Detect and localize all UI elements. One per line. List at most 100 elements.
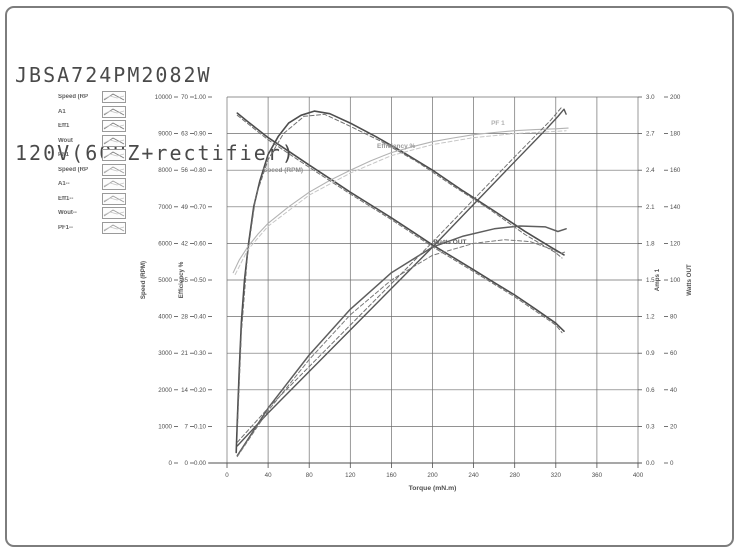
axis-title: Amps 1: [654, 268, 661, 291]
tick-label: 0.9: [646, 350, 655, 357]
tick-label: 6000: [158, 240, 172, 247]
tick-label: 0.90: [194, 131, 207, 138]
tick-label: 180: [670, 131, 681, 138]
chart-legend: Speed (RP A1 Eff1 Wout PF1 Speed (RP A1-- Eff1-…: [58, 90, 126, 235]
legend-item-label: Eff1: [58, 123, 70, 130]
tick-label: 1000: [158, 423, 172, 430]
axis-right-amps: 0.0 0.3 0.6 0.9 1.2 1.5 1.8 2.1 2.4 2.7 3.0 Amps 1: [638, 94, 661, 467]
legend-item: Wout: [58, 134, 126, 149]
legend-curve-preview-icon: [102, 105, 126, 118]
tick-label: 0.10: [194, 423, 207, 430]
legend-item-label: Wout: [58, 137, 73, 144]
series-speed-run1: [236, 112, 565, 333]
legend-curve-preview-icon: [102, 207, 126, 220]
tick-label: 21: [181, 350, 188, 357]
series-eff-run1: [235, 110, 565, 454]
tick-label: 2.1: [646, 204, 655, 211]
tick-label: 0.40: [194, 314, 207, 321]
tick-label: 200: [670, 94, 681, 101]
tick-label: 35: [181, 277, 188, 284]
tick-label: 3000: [158, 350, 172, 357]
curve-label: Watts OUT: [434, 239, 467, 246]
tick-label: 63: [181, 131, 188, 138]
legend-item: Speed (RP: [58, 90, 126, 105]
tick-label: 400: [633, 472, 644, 479]
curves: [232, 106, 569, 458]
legend-item-label: Speed (RP: [58, 166, 89, 173]
outer-frame: [5, 6, 734, 547]
page-title: JBSA724PM2082W: [15, 63, 212, 87]
tick-label: 1.8: [646, 240, 655, 247]
legend-item: Speed (RP: [58, 163, 126, 178]
tick-label: 20: [670, 423, 677, 430]
axis-title: Watts OUT: [686, 264, 693, 296]
series-eff-run2: [236, 113, 563, 433]
legend-item: A1: [58, 105, 126, 120]
legend-curve-preview-icon: [102, 163, 126, 176]
tick-label: 140: [670, 204, 681, 211]
tick-label: 9000: [158, 131, 172, 138]
tick-label: 0.60: [194, 240, 207, 247]
tick-label: 240: [468, 472, 479, 479]
tick-label: 40: [265, 472, 272, 479]
legend-item: PF1--: [58, 221, 126, 236]
tick-label: 200: [427, 472, 438, 479]
legend-item-label: Speed (RP: [58, 94, 89, 101]
tick-label: 7: [185, 423, 189, 430]
axis-left-speed: 0 1000 2000 3000 4000 5000 6000 7000 8000 9000 100…: [140, 94, 178, 467]
tick-label: 60: [670, 350, 677, 357]
tick-label: 2000: [158, 387, 172, 394]
legend-curve-preview-icon: [102, 120, 126, 133]
tick-label: 120: [670, 240, 681, 247]
series-watts-run1: [236, 225, 567, 457]
tick-label: 160: [386, 472, 397, 479]
series-amps-run1: [236, 108, 567, 447]
tick-label: 4000: [158, 314, 172, 321]
legend-curve-preview-icon: [102, 134, 126, 147]
tick-label: 40: [670, 387, 677, 394]
series-amps-run2: [236, 106, 563, 443]
tick-label: 5000: [158, 277, 172, 284]
legend-curve-preview-icon: [102, 149, 126, 162]
tick-label: 0: [169, 460, 173, 467]
tick-label: 0: [670, 460, 674, 467]
tick-label: 0: [225, 472, 229, 479]
tick-label: 10000: [155, 94, 173, 101]
tick-label: 80: [306, 472, 313, 479]
curve-label: Speed (RPM): [263, 167, 303, 174]
tick-label: 0.30: [194, 350, 207, 357]
series-speed-run2: [236, 114, 563, 334]
legend-item: Wout--: [58, 206, 126, 221]
tick-label: 8000: [158, 167, 172, 174]
tick-label: 120: [345, 472, 356, 479]
tick-label: 320: [551, 472, 562, 479]
curve-label: PF 1: [491, 120, 505, 127]
legend-item-label: PF1: [58, 152, 70, 159]
legend-curve-preview-icon: [102, 178, 126, 191]
tick-label: 160: [670, 167, 681, 174]
legend-curve-preview-icon: [102, 221, 126, 234]
legend-item: Eff1: [58, 119, 126, 134]
legend-item-label: Wout--: [58, 210, 77, 217]
tick-label: 0: [185, 460, 189, 467]
series-pf-run1: [232, 127, 569, 274]
x-axis-title: Torque (mN.m): [409, 485, 457, 492]
axis-left-eff: 0 7 14 21 28 35 42 49 56 63 70 Efficiency %: [178, 94, 194, 467]
legend-item-label: PF1--: [58, 224, 73, 231]
tick-label: 0.70: [194, 204, 207, 211]
tick-label: 0.00: [194, 460, 207, 467]
tick-label: 28: [181, 314, 188, 321]
tick-label: 3.0: [646, 94, 655, 101]
tick-label: 2.4: [646, 167, 655, 174]
axis-left-pf: 0.00 0.10 0.20 0.30 0.40 0.50 0.60 0.70 0.80 0.90…: [194, 94, 212, 467]
series-watts-run2: [236, 239, 567, 458]
axis-title: Efficiency %: [178, 261, 185, 298]
title-block: JBSA724PM2082W 120V(60HZ+rectifier): [15, 10, 296, 218]
tick-label: 0.50: [194, 277, 207, 284]
axis-title: Speed (RPM): [140, 261, 147, 299]
legend-item: A1--: [58, 177, 126, 192]
tick-label: 49: [181, 204, 188, 211]
axis-x: 0 40 80 120 160 200 240 280 320 360 400 Torque (mN.…: [209, 462, 644, 492]
